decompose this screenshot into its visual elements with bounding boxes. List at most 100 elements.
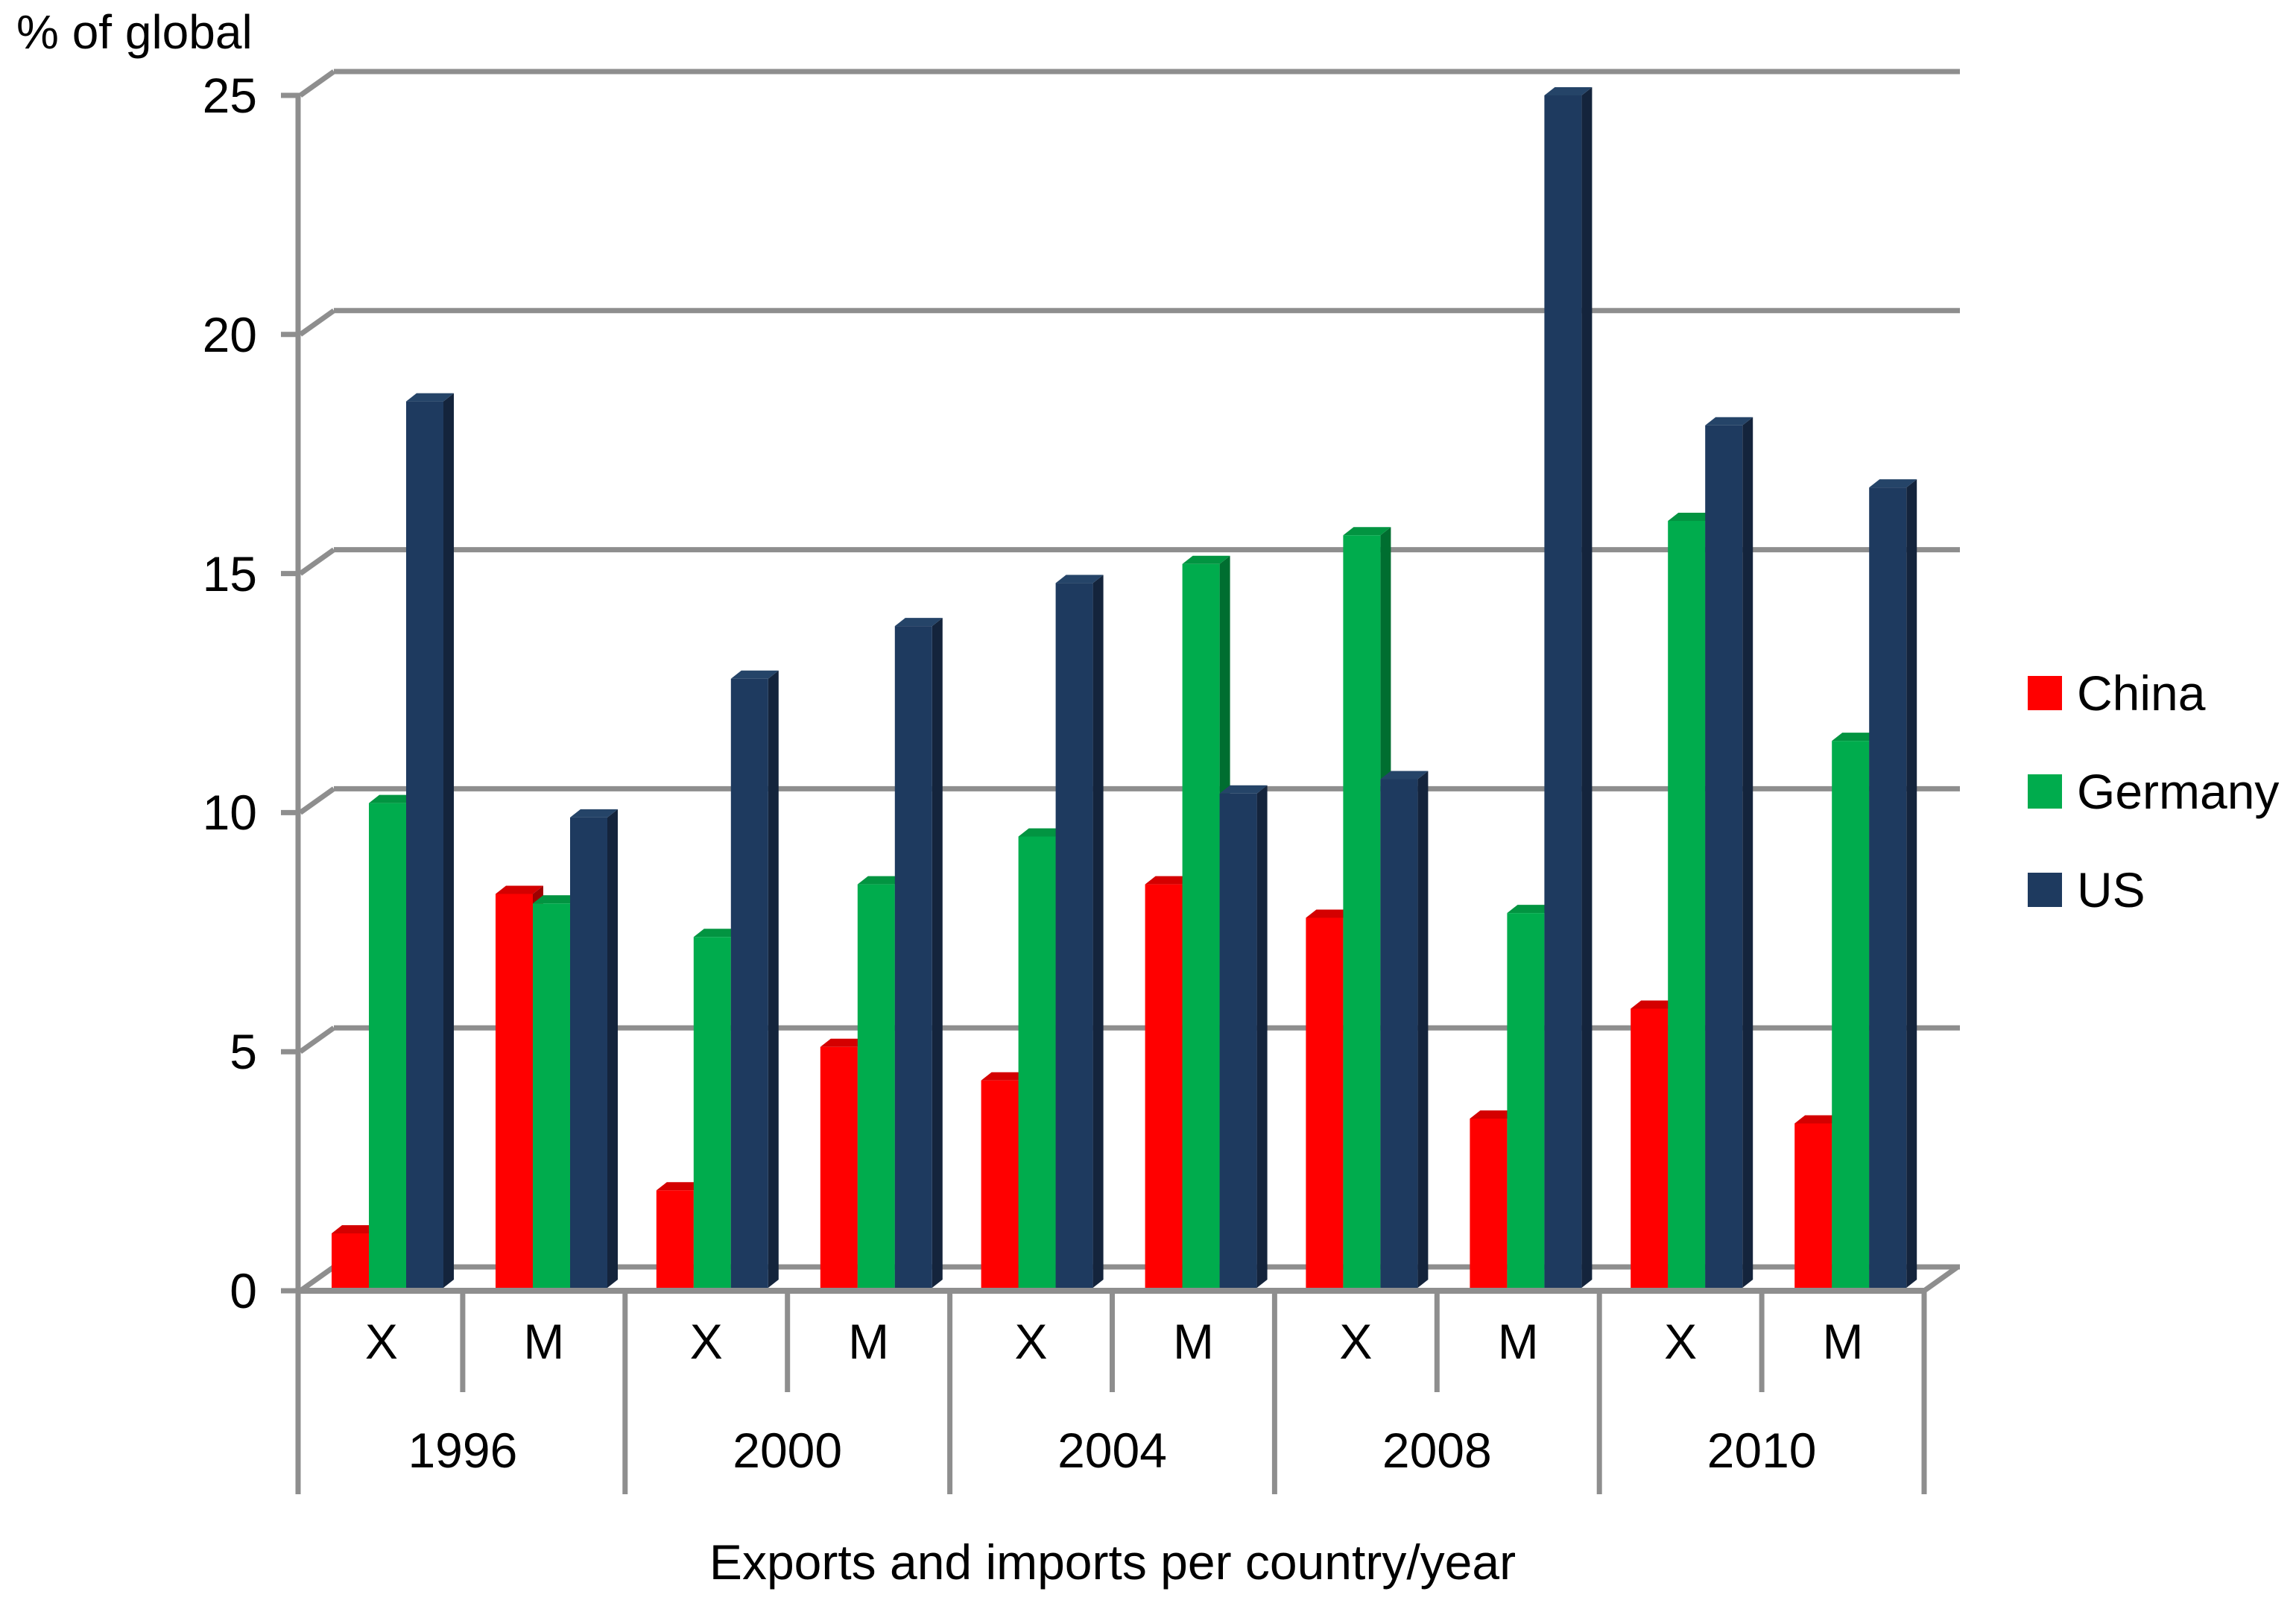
germany-legend-swatch [2028, 774, 2062, 809]
legend-label-us: US [2077, 862, 2145, 917]
bar-top-germany-2000-X [693, 929, 741, 938]
bar-top-us-2004-M [1219, 785, 1268, 794]
bar-china-1996-M [496, 894, 533, 1288]
bar-us-2010-X [1705, 425, 1743, 1288]
bar-side-us-2000-X [768, 670, 779, 1288]
bar-top-us-2010-X [1705, 417, 1753, 426]
bar-us-1996-M [570, 817, 607, 1288]
gridline-jog [298, 547, 336, 576]
bar-us-2000-M [894, 626, 932, 1288]
category-label-2008-M: M [1497, 1314, 1539, 1369]
category-label-2004-M: M [1172, 1314, 1214, 1369]
bar-side-us-2008-M [1581, 87, 1593, 1288]
bar-top-us-2000-M [894, 618, 943, 627]
bar-top-germany-2004-X [1018, 828, 1066, 837]
y-tick-label-20: 20 [202, 306, 257, 362]
bar-china-2010-M [1794, 1123, 1832, 1288]
y-axis-title: % of global [16, 5, 253, 59]
bar-us-2008-X [1380, 779, 1418, 1288]
bar-us-2000-X [730, 678, 768, 1288]
y-tick-label-10: 10 [202, 785, 257, 841]
bar-top-us-2004-X [1055, 575, 1104, 584]
bar-top-us-2000-X [730, 670, 779, 679]
y-tick-label-25: 25 [202, 68, 257, 123]
bar-side-us-2004-M [1256, 785, 1268, 1288]
bar-top-china-2004-M [1145, 876, 1193, 885]
legend-label-germany: Germany [2077, 764, 2280, 819]
china-legend-swatch [2028, 676, 2062, 710]
bar-top-us-1996-M [570, 809, 618, 818]
bar-germany-1996-X [369, 803, 406, 1288]
bar-top-germany-1996-M [533, 895, 581, 904]
floor-right-edge [1922, 1265, 1960, 1293]
category-label-1996-M: M [523, 1314, 565, 1369]
category-label-2000-M: M [848, 1314, 890, 1369]
bar-top-china-2000-X [656, 1182, 704, 1191]
bar-side-us-1996-X [443, 393, 454, 1288]
bar-germany-2004-M [1182, 563, 1220, 1288]
bar-top-china-2008-M [1470, 1110, 1518, 1119]
bar-china-2008-X [1306, 917, 1344, 1288]
bar-germany-2000-X [693, 937, 731, 1288]
bar-top-germany-2004-M [1182, 555, 1230, 564]
gridline-jog [298, 1265, 336, 1293]
bar-us-1996-X [406, 401, 443, 1288]
bar-top-china-2004-X [981, 1072, 1029, 1081]
bar-top-germany-2000-M [857, 876, 905, 885]
bar-top-germany-2010-M [1832, 733, 1880, 742]
bar-germany-2008-X [1343, 535, 1381, 1288]
bar-side-us-2010-M [1906, 479, 1917, 1288]
legend-label-china: China [2077, 666, 2206, 721]
year-label-2004: 2004 [1057, 1423, 1167, 1478]
year-label-2008: 2008 [1382, 1423, 1492, 1478]
bar-germany-2008-M [1507, 913, 1545, 1288]
bar-china-2000-M [820, 1046, 858, 1288]
bar-top-us-2010-M [1869, 479, 1917, 488]
legend-entry-germany: Germany [2028, 763, 2279, 820]
category-label-2008-X: X [1339, 1314, 1373, 1369]
bar-china-2010-X [1631, 1008, 1669, 1288]
year-label-1996: 1996 [408, 1423, 518, 1478]
legend-entry-china: China [2028, 665, 2205, 721]
bar-top-china-2010-X [1631, 1000, 1679, 1009]
category-label-2004-X: X [1014, 1314, 1048, 1369]
legend-entry-us: US [2028, 862, 2145, 918]
bar-side-us-2010-X [1742, 417, 1753, 1288]
bar-top-china-2010-M [1794, 1115, 1843, 1124]
us-legend-swatch [2028, 873, 2062, 907]
bar-germany-1996-M [533, 903, 570, 1288]
gridline-jog [298, 786, 336, 815]
bar-china-1996-X [332, 1233, 369, 1288]
y-tick-label-0: 0 [230, 1263, 257, 1318]
bar-side-us-2008-X [1417, 771, 1429, 1288]
bar-side-us-2000-M [932, 618, 943, 1288]
year-label-2010: 2010 [1707, 1423, 1817, 1478]
bar-side-us-1996-M [607, 809, 618, 1288]
bar-china-2004-X [981, 1080, 1019, 1288]
category-label-2010-M: M [1822, 1314, 1864, 1369]
bar-top-us-1996-X [406, 393, 454, 402]
gridline-jog [298, 1025, 336, 1055]
bar-top-china-1996-M [496, 885, 543, 894]
category-label-1996-X: X [364, 1314, 398, 1369]
bar-top-us-2008-M [1544, 87, 1593, 95]
bar-china-2000-X [656, 1190, 694, 1288]
bar-china-2004-M [1145, 884, 1183, 1288]
category-label-2010-X: X [1664, 1314, 1698, 1369]
bar-top-china-2008-X [1306, 909, 1354, 918]
bar-top-germany-2010-X [1668, 513, 1716, 522]
bar-germany-2004-X [1018, 836, 1056, 1288]
bar-top-germany-2008-X [1343, 527, 1391, 536]
bar-china-2008-M [1470, 1119, 1508, 1288]
bar-germany-2010-M [1832, 741, 1870, 1288]
bar-top-china-2000-M [820, 1038, 868, 1047]
gridline-jog [298, 308, 336, 337]
category-label-2000-X: X [689, 1314, 723, 1369]
bar-us-2008-M [1544, 95, 1582, 1288]
gridline-jog [298, 69, 336, 98]
bar-germany-2010-X [1668, 521, 1706, 1289]
bar-us-2004-M [1219, 793, 1257, 1288]
bar-top-germany-1996-X [369, 794, 417, 803]
